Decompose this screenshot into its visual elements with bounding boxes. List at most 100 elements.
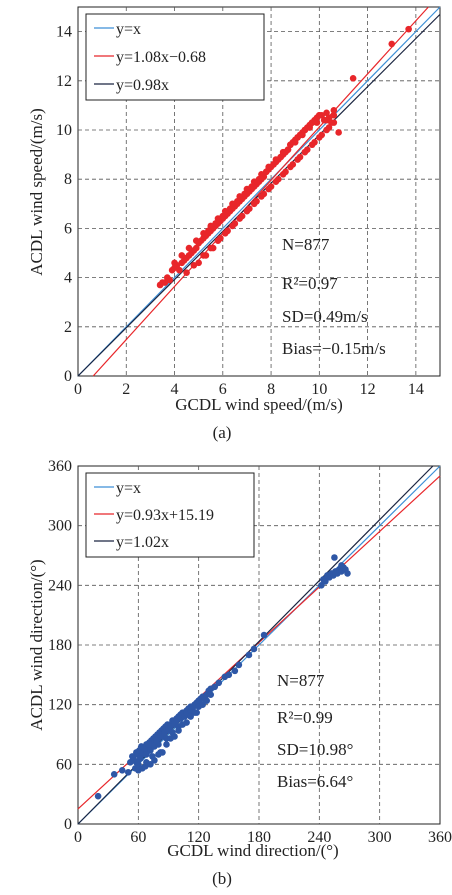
data-point-b-67 [231,667,239,675]
chart-b: 0 60 120 180 240 300 360 0 60 120 180 240 300 360 y=x… [27,458,452,888]
data-point-b-132 [183,719,190,726]
x-tick-label-b-3: 180 [247,829,271,846]
x-tick-label-a-4: 8 [267,381,275,398]
chart-a: 0 2 4 6 8 10 12 14 0 2 4 6 8 10 12 14 y=x y=1.08x−0.68 … [27,6,441,442]
y-tick-label-b-2: 120 [48,697,72,714]
legend-label-origin-fit-b: y=1.02x [116,534,169,551]
x-tick-label-b-0: 0 [74,829,82,846]
data-point-a-114 [330,119,338,126]
y-tick-label-b-5: 300 [48,518,72,535]
data-point-a-104 [258,193,265,200]
x-tick-label-a-0: 0 [74,381,82,398]
x-tick-label-a-3: 6 [219,381,227,398]
legend-a: y=x y=1.08x−0.68 y=0.98x [85,13,265,101]
data-point-a-140 [205,227,212,235]
data-point-a-116 [163,274,171,281]
y-axis-label-b: ACDL wind direction/(°) [27,559,46,730]
data-point-a-143 [226,205,234,213]
data-point-b-1 [110,770,118,778]
ticks-a: 0 2 4 6 8 10 12 14 0 2 4 6 8 10 12 14 [56,24,424,398]
panel-label-b: (b) [212,869,232,888]
data-point-b-99 [155,741,162,748]
data-point-b-95 [147,747,154,754]
data-point-a-113 [323,126,330,134]
data-point-b-138 [207,691,215,699]
data-point-a-120 [192,237,200,244]
y-tick-label-a-7: 14 [56,24,72,41]
data-point-a-139 [330,111,338,119]
data-point-b-90 [137,755,144,762]
data-point-a-72 [349,75,357,82]
data-point-a-97 [207,244,215,252]
data-point-b-87 [338,562,345,569]
data-point-a-106 [272,178,280,185]
x-tick-label-b-2: 120 [187,829,211,846]
data-point-a-102 [243,207,251,215]
y-tick-label-b-3: 180 [48,637,72,654]
data-point-a-6 [176,266,183,274]
data-point-b-92 [141,745,148,752]
panel-label-a: (a) [213,423,232,442]
y-tick-label-b-6: 360 [48,458,72,475]
data-point-a-112 [316,134,323,141]
data-point-a-103 [250,200,258,208]
data-point-a-105 [265,185,272,193]
data-point-a-107 [279,170,287,178]
data-point-a-13 [192,244,200,252]
data-point-a-70 [330,107,338,114]
data-point-b-71 [260,631,268,639]
stats-b: N=877 R²=0.99 SD=10.98° Bias=6.64° [277,671,353,791]
stats-a: N=877 R²=0.97 SD=0.49m/s Bias=−0.15m/s [282,235,386,358]
data-point-a-137 [316,111,323,119]
data-point-a-148 [262,168,270,176]
x-tick-label-b-1: 60 [130,829,146,846]
stat-r2-b: R²=0.99 [277,708,333,727]
data-point-b-121 [139,765,146,772]
data-point-b-0 [94,792,102,800]
points-b [94,554,351,800]
y-tick-label-a-3: 6 [64,220,72,237]
data-point-a-117 [171,259,178,267]
x-tick-label-b-4: 240 [307,829,331,846]
data-point-a-109 [294,156,301,163]
stat-bias-b: Bias=6.64° [277,772,353,791]
legend-label-origin-fit-a: y=0.98x [116,77,169,94]
data-point-a-141 [212,220,219,227]
x-tick-label-a-2: 4 [171,381,179,398]
data-point-b-2 [118,767,126,774]
data-point-a-67 [323,109,330,117]
data-point-b-124 [151,757,158,764]
y-tick-label-b-4: 240 [48,577,72,594]
data-point-a-96 [200,252,207,259]
data-point-a-144 [233,198,241,205]
stat-sd-b: SD=10.98° [277,740,353,759]
grid-a [78,7,440,376]
x-tick-label-a-7: 14 [408,381,424,398]
data-point-a-99 [221,230,229,237]
legend-label-yx-b: y=x [116,480,141,497]
legend-box-a [85,13,265,101]
data-point-a-153 [299,131,306,139]
data-point-b-93 [143,751,150,758]
stat-r2-a: R²=0.97 [282,274,338,293]
data-point-a-138 [323,116,330,124]
y-tick-label-a-1: 2 [64,319,72,336]
data-point-a-94 [183,269,190,276]
data-point-a-101 [236,215,243,222]
data-point-a-100 [229,222,236,230]
data-point-b-68 [235,661,243,669]
data-point-a-151 [284,146,292,153]
stat-n-a: N=877 [282,235,330,254]
stat-bias-a: Bias=−0.15m/s [282,339,386,358]
points-a [156,25,412,289]
data-point-a-145 [241,190,248,198]
data-point-a-154 [306,124,313,131]
data-point-b-72 [318,582,325,589]
ticks-b: 0 60 120 180 240 300 360 0 60 120 180 240 300 360 [48,458,452,846]
x-axis-label-b: GCDL wind direction/(°) [167,841,338,860]
y-tick-label-b-0: 0 [64,816,72,833]
y-tick-label-a-6: 12 [56,73,72,90]
x-tick-label-b-6: 360 [428,829,452,846]
data-point-b-136 [199,701,206,708]
data-point-a-115 [159,279,166,286]
